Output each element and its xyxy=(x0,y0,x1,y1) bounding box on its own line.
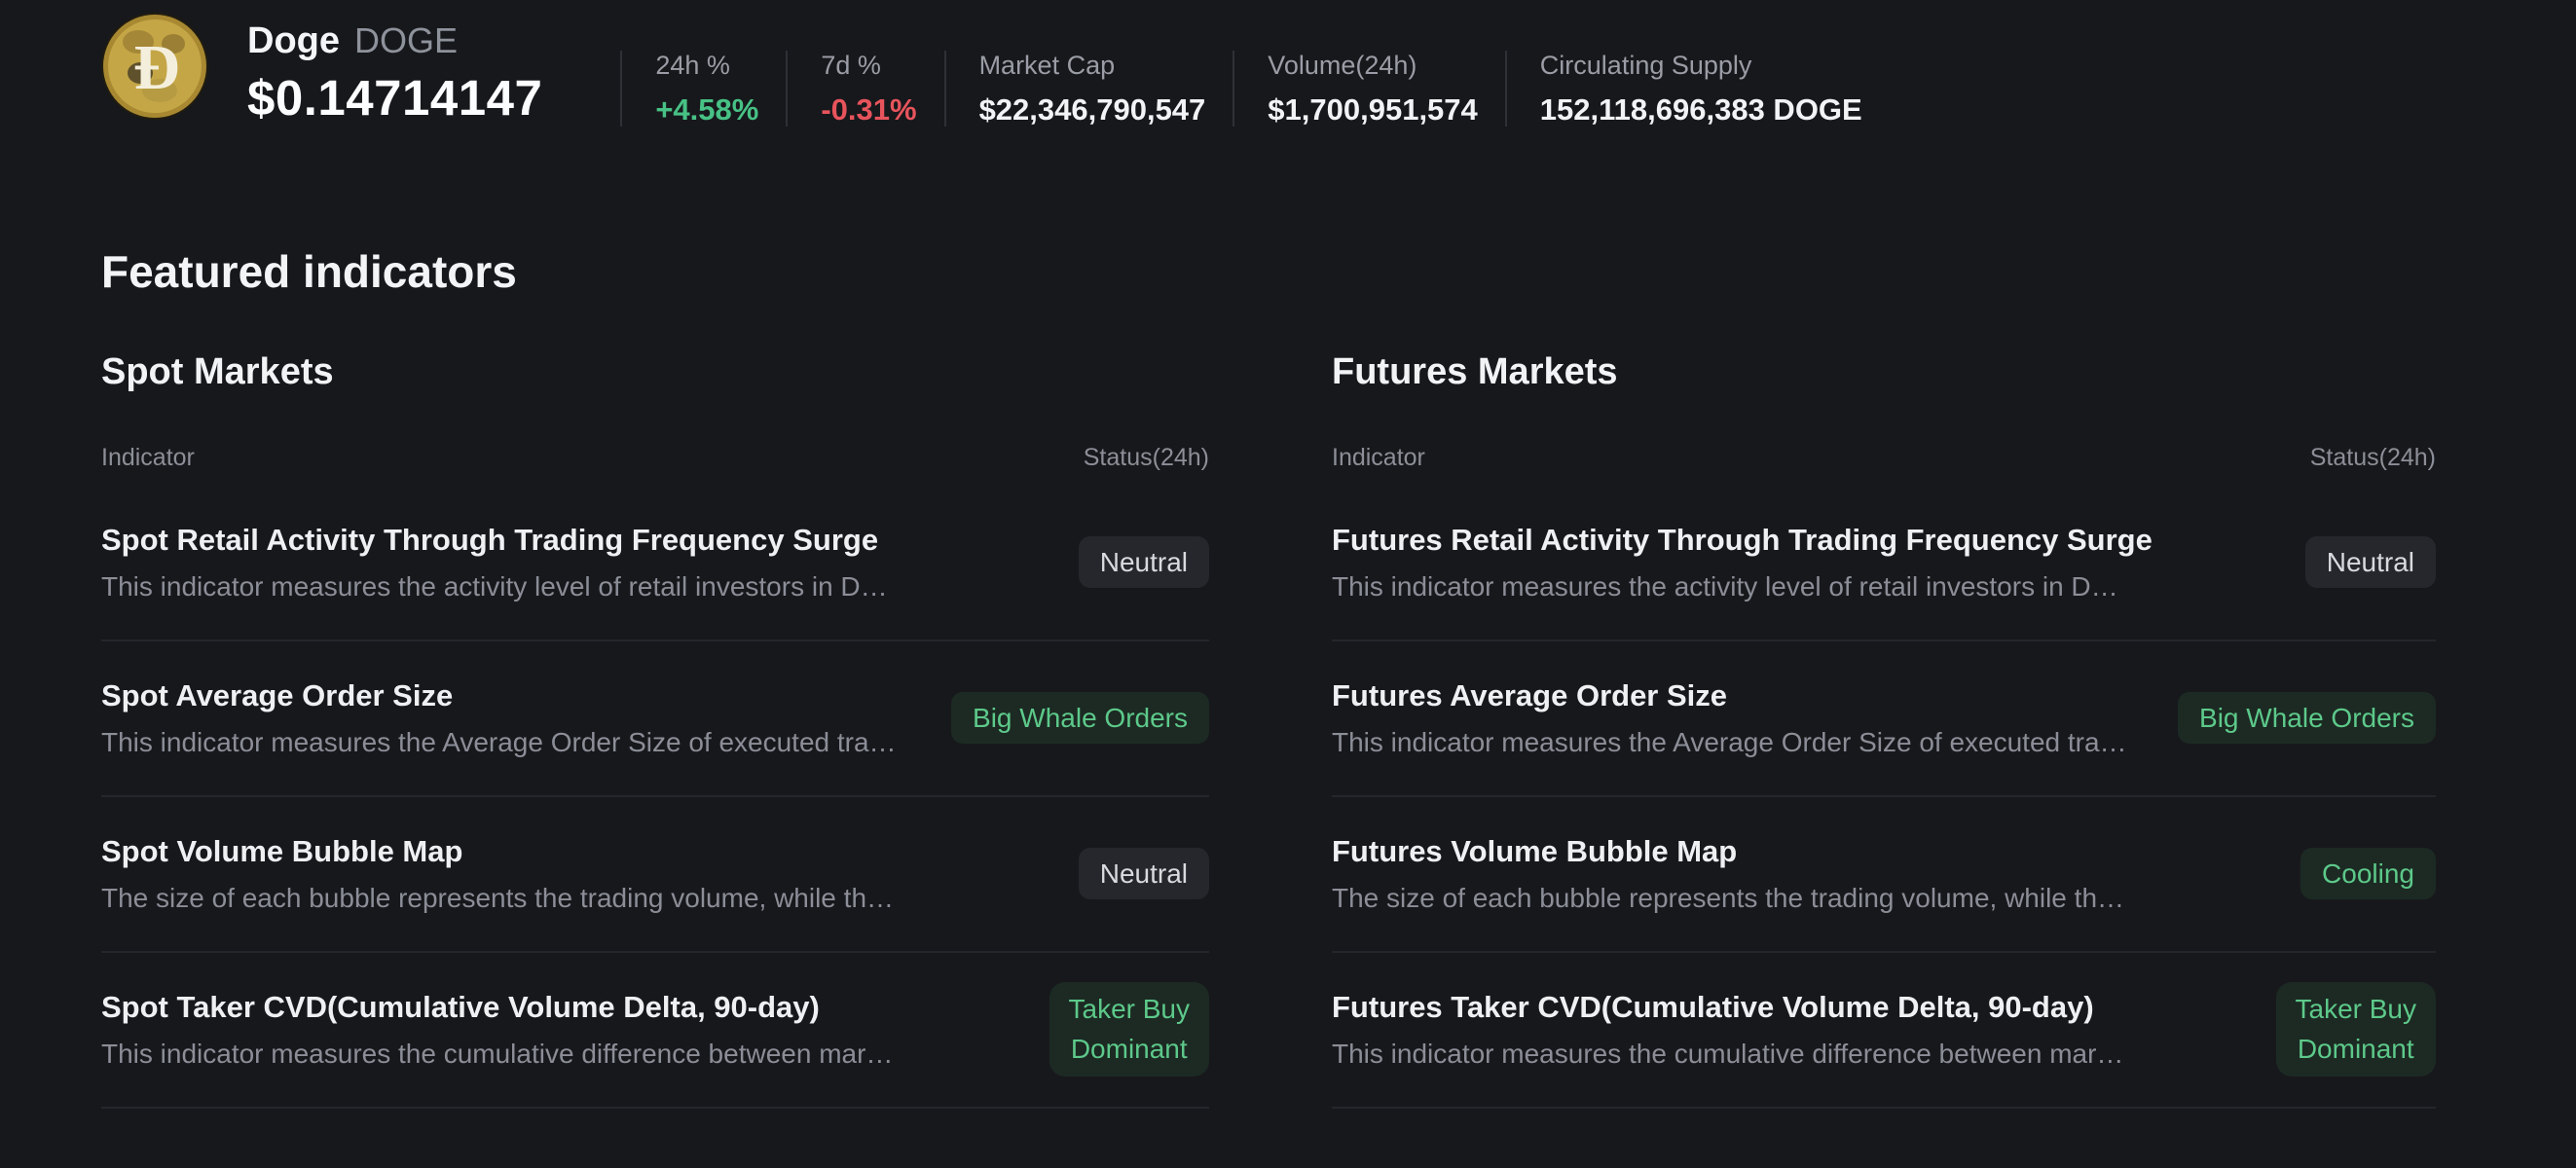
indicator-text: Spot Average Order Size This indicator me… xyxy=(101,677,926,759)
indicator-row-futures-taker-cvd-cumulative-volume-delta-90-day[interactable]: Futures Taker CVD(Cumulative Volume Delt… xyxy=(1332,953,2436,1109)
dogecoin-icon: Đ xyxy=(101,13,208,120)
column-header-status: Status(24h) xyxy=(2309,443,2436,471)
stat-circulating-supply: Circulating Supply 152,118,696,383 DOGE xyxy=(1504,51,1890,127)
indicator-title: Spot Taker CVD(Cumulative Volume Delta, … xyxy=(101,989,820,1024)
indicator-title: Futures Retail Activity Through Trading … xyxy=(1332,522,2153,557)
indicator-title: Spot Retail Activity Through Trading Fre… xyxy=(101,522,879,557)
indicator-text: Futures Average Order Size This indicator… xyxy=(1332,677,2156,759)
stat-label: Market Cap xyxy=(978,51,1116,80)
indicator-text: Spot Retail Activity Through Trading Fre… xyxy=(101,522,917,603)
stat-volume-24h: Volume(24h) $1,700,951,574 xyxy=(1233,51,1505,127)
table-rows: Spot Retail Activity Through Trading Fre… xyxy=(101,486,1209,1109)
coin-meta: Doge DOGE $0.14714147 xyxy=(247,13,542,127)
table-header: Indicator Status(24h) xyxy=(101,444,1209,472)
featured-indicators-tables: Spot Markets Indicator Status(24h) Spot Ret… xyxy=(101,350,2438,1109)
spot-markets-table: Spot Markets Indicator Status(24h) Spot Ret… xyxy=(101,350,1209,1109)
coin-stats: 24h % +4.58% 7d % -0.31% Market Cap $22,346,7… xyxy=(620,51,1889,127)
coin-name-row: Doge DOGE xyxy=(247,20,542,62)
futures-markets-table: Futures Markets Indicator Status(24h) Futur… xyxy=(1332,350,2436,1109)
indicator-title: Futures Average Order Size xyxy=(1332,677,1728,712)
indicator-row-spot-taker-cvd-cumulative-volume-delta-90-day[interactable]: Spot Taker CVD(Cumulative Volume Delta, … xyxy=(101,953,1209,1109)
stat-value: -0.31% xyxy=(821,92,917,127)
stat-label: 7d % xyxy=(821,51,881,80)
indicator-description: This indicator measures the Average Orde… xyxy=(1332,726,2127,757)
spot-markets-title: Spot Markets xyxy=(101,350,334,392)
coin-price: $0.14714147 xyxy=(247,70,543,126)
status-badge-line: Dominant xyxy=(2297,1033,2414,1064)
stat-24h: 24h % +4.58% xyxy=(620,51,786,127)
coin-name: Doge xyxy=(247,20,340,61)
page-title: Featured indicators xyxy=(101,246,517,297)
indicator-row-futures-retail-activity-through-trading-frequency-surge[interactable]: Futures Retail Activity Through Trading … xyxy=(1332,486,2436,641)
coin-symbol: DOGE xyxy=(354,20,459,60)
stat-value: $1,700,951,574 xyxy=(1268,92,1478,127)
status-badge: Big Whale Orders xyxy=(2178,691,2436,745)
indicator-title: Futures Taker CVD(Cumulative Volume Delt… xyxy=(1332,989,2094,1024)
status-badge-line: Taker Buy xyxy=(2295,994,2417,1025)
indicator-text: Spot Volume Bubble Map The size of each b… xyxy=(101,833,923,915)
status-badge-line: Big Whale Orders xyxy=(973,702,1188,733)
status-badge: Neutral xyxy=(2304,535,2436,589)
indicator-description: This indicator measures the Average Orde… xyxy=(101,726,897,757)
indicator-description: This indicator measures the cumulative d… xyxy=(1332,1038,2124,1069)
indicator-title: Spot Average Order Size xyxy=(101,677,454,712)
status-badge: Taker Buy Dominant xyxy=(2275,982,2436,1077)
stat-market-cap: Market Cap $22,346,790,547 xyxy=(943,51,1233,127)
table-header: Indicator Status(24h) xyxy=(1332,444,2436,472)
stat-value: +4.58% xyxy=(655,92,759,127)
indicator-text: Futures Taker CVD(Cumulative Volume Delt… xyxy=(1332,989,2153,1071)
stat-value: 152,118,696,383 DOGE xyxy=(1539,92,1862,127)
indicator-description: The size of each bubble represents the t… xyxy=(1332,882,2125,913)
indicator-text: Futures Retail Activity Through Trading … xyxy=(1332,522,2182,603)
indicator-description: The size of each bubble represents the t… xyxy=(101,882,895,913)
column-header-indicator: Indicator xyxy=(101,443,195,471)
status-badge-line: Neutral xyxy=(1099,858,1188,889)
indicator-text: Spot Taker CVD(Cumulative Volume Delta, … xyxy=(101,989,922,1071)
column-header-status: Status(24h) xyxy=(1083,443,1209,471)
stat-label: Circulating Supply xyxy=(1539,51,1752,80)
indicator-row-spot-retail-activity-through-trading-frequency-surge[interactable]: Spot Retail Activity Through Trading Fre… xyxy=(101,486,1209,641)
indicator-title: Futures Volume Bubble Map xyxy=(1332,833,1738,868)
indicator-row-futures-average-order-size[interactable]: Futures Average Order Size This indicator… xyxy=(1332,641,2436,797)
status-badge: Taker Buy Dominant xyxy=(1049,982,1209,1077)
stat-value: $22,346,790,547 xyxy=(978,92,1206,127)
status-badge: Cooling xyxy=(2300,847,2436,900)
status-badge-line: Neutral xyxy=(2326,546,2414,577)
status-badge: Neutral xyxy=(1078,535,1209,589)
stat-7d: 7d % -0.31% xyxy=(786,51,943,127)
svg-text:Đ: Đ xyxy=(133,32,180,103)
status-badge-line: Neutral xyxy=(1099,546,1188,577)
status-badge: Neutral xyxy=(1078,847,1209,900)
status-badge-line: Dominant xyxy=(1070,1033,1188,1064)
indicator-row-spot-average-order-size[interactable]: Spot Average Order Size This indicator me… xyxy=(101,641,1209,797)
indicator-text: Futures Volume Bubble Map The size of eac… xyxy=(1332,833,2153,915)
status-badge-line: Big Whale Orders xyxy=(2199,702,2414,733)
status-badge-line: Cooling xyxy=(2322,858,2414,889)
indicator-description: This indicator measures the cumulative d… xyxy=(101,1038,894,1069)
stat-label: 24h % xyxy=(655,51,730,80)
stat-label: Volume(24h) xyxy=(1268,51,1417,80)
coin-header: Đ Doge DOGE $0.14714147 24h % +4.58% 7d % -… xyxy=(0,0,2576,133)
futures-markets-title: Futures Markets xyxy=(1332,350,1618,392)
status-badge: Big Whale Orders xyxy=(951,691,1209,745)
main-content: Featured indicators Spot Markets Indicato… xyxy=(0,246,2576,1109)
column-header-indicator: Indicator xyxy=(1332,443,1425,471)
status-badge-line: Taker Buy xyxy=(1068,994,1191,1025)
indicator-description: This indicator measures the activity lev… xyxy=(1332,570,2118,602)
indicator-description: This indicator measures the activity lev… xyxy=(101,570,888,602)
table-rows: Futures Retail Activity Through Trading … xyxy=(1332,486,2436,1109)
indicator-row-futures-volume-bubble-map[interactable]: Futures Volume Bubble Map The size of eac… xyxy=(1332,797,2436,953)
indicator-title: Spot Volume Bubble Map xyxy=(101,833,463,868)
indicator-row-spot-volume-bubble-map[interactable]: Spot Volume Bubble Map The size of each b… xyxy=(101,797,1209,953)
